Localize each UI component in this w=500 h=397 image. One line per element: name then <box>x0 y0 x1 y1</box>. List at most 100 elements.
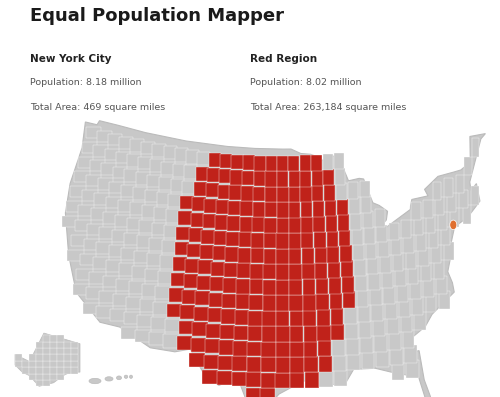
Bar <box>335 168 345 185</box>
Bar <box>393 253 404 271</box>
Bar <box>276 264 289 280</box>
Bar <box>50 355 57 361</box>
Bar <box>182 290 197 304</box>
Bar <box>380 255 391 273</box>
Bar <box>198 152 210 165</box>
Bar <box>332 339 345 356</box>
Bar <box>289 233 301 249</box>
Bar <box>343 291 355 308</box>
Bar <box>316 294 329 310</box>
Bar <box>100 291 116 303</box>
Bar <box>147 253 162 266</box>
Bar <box>339 229 350 246</box>
Bar <box>232 155 243 169</box>
Bar <box>300 171 311 187</box>
Bar <box>152 145 166 157</box>
Bar <box>106 197 121 208</box>
Bar <box>390 347 402 365</box>
Bar <box>192 197 206 211</box>
Bar <box>276 249 289 264</box>
Bar <box>300 186 312 202</box>
Bar <box>153 301 168 314</box>
Bar <box>36 355 43 361</box>
Bar <box>248 326 262 341</box>
Bar <box>426 294 436 312</box>
Bar <box>112 167 127 178</box>
Bar <box>314 247 326 264</box>
Bar <box>100 227 115 239</box>
Bar <box>87 224 102 235</box>
Bar <box>206 324 221 338</box>
Bar <box>86 127 101 138</box>
Bar <box>276 326 289 342</box>
Bar <box>250 279 263 295</box>
Bar <box>288 156 300 172</box>
Bar <box>149 332 165 345</box>
Bar <box>394 268 406 286</box>
Bar <box>186 150 199 164</box>
Bar <box>324 185 335 201</box>
Bar <box>260 388 276 397</box>
Bar <box>15 355 22 361</box>
Bar <box>121 185 136 197</box>
Bar <box>177 336 192 350</box>
Bar <box>170 179 184 192</box>
Ellipse shape <box>130 375 132 378</box>
Bar <box>241 186 254 201</box>
Bar <box>102 212 118 224</box>
Bar <box>276 280 289 295</box>
Bar <box>184 274 198 288</box>
Bar <box>50 367 57 374</box>
Bar <box>127 218 142 230</box>
Bar <box>204 199 218 213</box>
Bar <box>428 230 438 248</box>
Bar <box>361 196 372 213</box>
Bar <box>36 380 43 386</box>
Bar <box>356 274 367 291</box>
Bar <box>173 164 186 177</box>
Bar <box>338 214 349 231</box>
Bar <box>138 314 153 327</box>
Bar <box>290 310 303 326</box>
Bar <box>57 367 64 374</box>
Bar <box>136 172 150 185</box>
Bar <box>196 291 210 305</box>
Bar <box>444 242 454 260</box>
Bar <box>116 279 132 291</box>
Bar <box>142 142 155 154</box>
Bar <box>57 335 64 341</box>
Bar <box>110 181 124 193</box>
Bar <box>220 325 235 339</box>
Bar <box>312 170 322 186</box>
Bar <box>304 357 318 372</box>
Bar <box>98 178 112 190</box>
Bar <box>130 202 144 215</box>
Bar <box>385 301 396 319</box>
Bar <box>174 242 189 255</box>
Bar <box>186 259 200 273</box>
Bar <box>57 341 64 348</box>
Bar <box>97 131 112 142</box>
Bar <box>303 295 316 310</box>
Bar <box>194 307 209 321</box>
Bar <box>368 273 380 290</box>
Bar <box>288 187 300 202</box>
Bar <box>178 211 192 225</box>
Bar <box>144 190 159 202</box>
Bar <box>236 279 250 294</box>
Bar <box>219 169 232 183</box>
Bar <box>93 257 108 269</box>
Bar <box>359 321 372 338</box>
Bar <box>176 227 190 240</box>
Bar <box>151 317 166 330</box>
Bar <box>163 334 178 347</box>
Bar <box>242 171 254 185</box>
Bar <box>290 279 302 295</box>
Bar <box>96 306 113 318</box>
Bar <box>346 322 358 339</box>
Bar <box>71 361 78 367</box>
Bar <box>414 218 424 235</box>
Bar <box>166 304 182 317</box>
Bar <box>276 233 289 249</box>
Bar <box>438 212 448 230</box>
